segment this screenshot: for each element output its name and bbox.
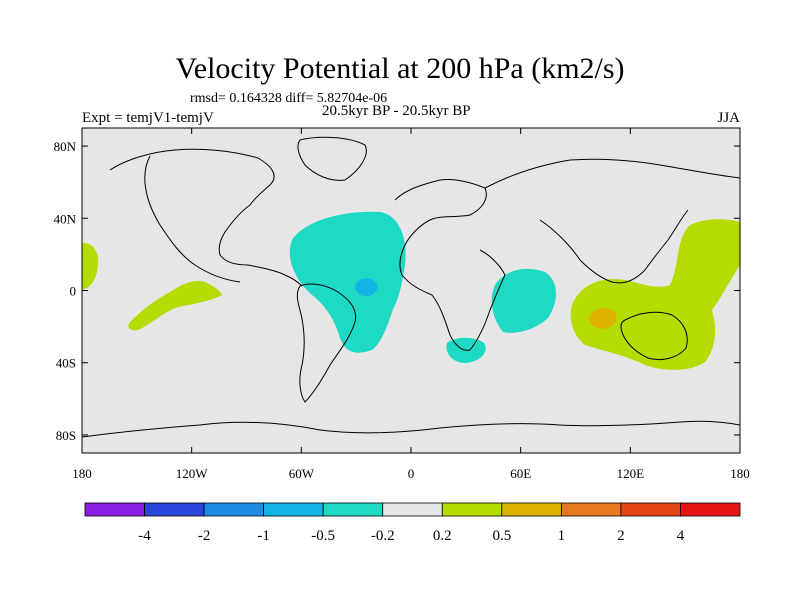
colorbar-box: [560, 502, 622, 517]
lat-tick-label: 80S: [56, 428, 76, 443]
colorbar: -4 -2 -1 -0.5 -0.2 0.2 0.5 1 2 4: [84, 502, 741, 544]
lon-tick-label: 120W: [176, 466, 209, 481]
region-indian-ocean-negative: [491, 268, 556, 333]
latitude-ticks: 80N 40N 0 40S 80S: [54, 139, 740, 443]
lon-tick-label: 180: [72, 466, 92, 481]
region-pacific-central-positive: [128, 280, 222, 331]
colorbar-box: [322, 502, 384, 517]
longitude-ticks: 180 120W 60W 0 60E 120E 180: [72, 128, 750, 481]
colorbar-box: [501, 502, 562, 517]
lon-tick-label: 120E: [617, 466, 645, 481]
colorbar-label: -2: [198, 528, 211, 544]
lat-tick-label: 40S: [56, 356, 76, 371]
period-subtitle: 20.5kyr BP - 20.5kyr BP: [322, 103, 471, 119]
lon-tick-label: 60W: [289, 466, 315, 481]
lat-tick-label: 80N: [54, 139, 77, 154]
lon-tick-label: 0: [408, 466, 415, 481]
region-maritime-continent-positive: [570, 219, 740, 370]
lat-tick-label: 0: [70, 284, 77, 299]
region-maritime-core-positive: [589, 308, 617, 329]
colorbar-box: [84, 502, 145, 517]
experiment-label: Expt = temjV1-temjV: [82, 110, 214, 126]
lon-tick-label: 180: [730, 466, 750, 481]
colorbar-label: 2: [617, 528, 625, 544]
colorbar-label: -4: [138, 528, 151, 544]
colorbar-box: [263, 502, 324, 517]
colorbar-label: 0.2: [433, 528, 452, 544]
region-atlantic-negative: [289, 211, 406, 353]
colorbar-box: [441, 502, 503, 517]
colorbar-box: [620, 502, 681, 517]
colorbar-label: 4: [677, 528, 685, 544]
colorbar-box: [203, 502, 265, 517]
stats-subtitle: rmsd= 0.164328 diff= 5.82704e-06: [190, 91, 388, 106]
colorbar-label: -0.2: [371, 528, 395, 544]
colorbar-label: -1: [257, 528, 270, 544]
colorbar-box: [144, 502, 205, 517]
colorbar-box: [382, 502, 443, 517]
region-pacific-west-positive: [82, 242, 99, 290]
colorbar-label: 1: [558, 528, 566, 544]
region-atlantic-negative-core: [354, 278, 378, 297]
coastlines: [82, 136, 740, 438]
map-title: Velocity Potential at 200 hPa (km2/s): [175, 52, 625, 85]
colorbar-label: -0.5: [311, 528, 335, 544]
lat-tick-label: 40N: [54, 211, 77, 226]
season-label: JJA: [717, 110, 740, 126]
colorbar-box: [680, 502, 741, 517]
colorbar-label: 0.5: [492, 528, 511, 544]
lon-tick-label: 60E: [510, 466, 531, 481]
